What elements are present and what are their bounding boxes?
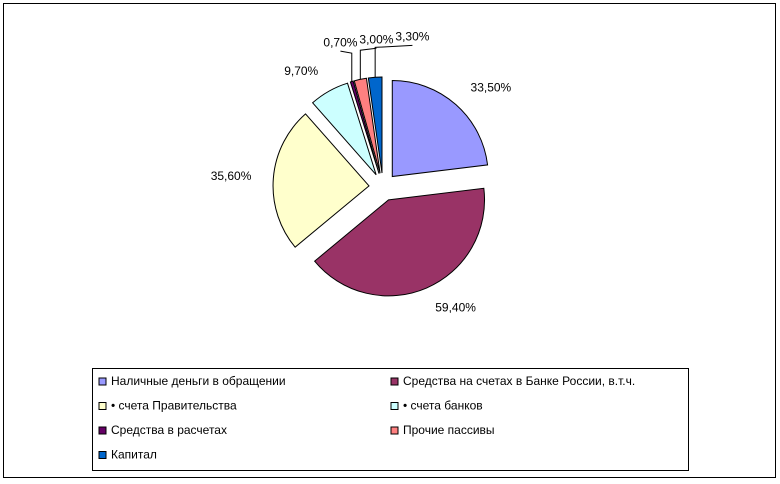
legend-label: • счета Правительства bbox=[111, 399, 237, 413]
data-label: 3,30% bbox=[395, 30, 429, 44]
legend-swatch bbox=[98, 426, 107, 435]
legend-label: Наличные деньги в обращении bbox=[111, 374, 286, 388]
data-label: 9,70% bbox=[284, 64, 318, 78]
data-label: 33,50% bbox=[471, 80, 512, 94]
leader-line bbox=[340, 50, 353, 82]
pie-slice bbox=[349, 80, 380, 174]
pie-slice bbox=[272, 113, 370, 248]
legend-swatch bbox=[98, 402, 107, 410]
legend-swatch bbox=[390, 402, 399, 410]
pie-slice bbox=[313, 187, 485, 297]
legend-swatch bbox=[98, 377, 107, 386]
leader-line bbox=[359, 47, 377, 80]
legend-label: Прочие пассивы bbox=[403, 423, 495, 437]
pie-slice bbox=[353, 77, 381, 174]
legend-swatch bbox=[98, 451, 107, 459]
legend-label: Средства в расчетах bbox=[111, 423, 227, 437]
data-label: 0,70% bbox=[323, 35, 357, 49]
legend-label: Средства на счетах в Банке России, в.т.ч… bbox=[403, 374, 635, 388]
data-label: 35,60% bbox=[211, 169, 252, 183]
legend-label: Капитал bbox=[111, 448, 157, 462]
pie-slice bbox=[391, 80, 489, 178]
pie-slice bbox=[367, 76, 383, 174]
legend-swatch bbox=[390, 426, 399, 435]
pie-slice bbox=[311, 82, 377, 176]
data-label: 59,40% bbox=[435, 300, 476, 314]
legend-label: • счета банков bbox=[403, 399, 483, 413]
data-label: 3,00% bbox=[359, 32, 393, 46]
leader-line bbox=[374, 44, 413, 78]
legend-swatch bbox=[390, 377, 399, 386]
